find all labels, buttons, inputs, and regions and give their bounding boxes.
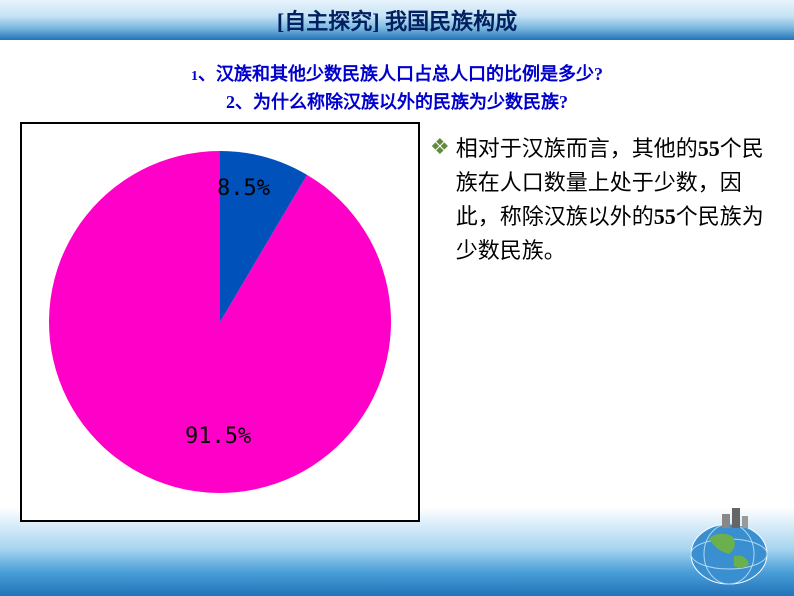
questions-block: 1、汉族和其他少数民族人口占总人口的比例是多少? 2、为什么称除汉族以外的民族为…: [0, 60, 794, 114]
bullet-icon: ❖: [430, 132, 450, 162]
q1-number: 1: [191, 69, 198, 84]
globe-icon: [674, 496, 784, 586]
page-title: [自主探究] 我国民族构成: [277, 4, 517, 36]
title-text: 我国民族构成: [385, 9, 517, 34]
pie-label-major: 91.5%: [185, 424, 251, 449]
exp-num2: 55: [654, 204, 676, 229]
pie-label-minor: 8.5%: [217, 176, 270, 201]
q1-text: 、汉族和其他少数民族人口占总人口的比例是多少?: [198, 64, 603, 84]
content-area: 8.5% 91.5% ❖ 相对于汉族而言，其他的55个民族在人口数量上处于少数，…: [0, 122, 794, 522]
exp-pre: 相对于汉族而言，其他的: [456, 136, 698, 161]
explanation-text: 相对于汉族而言，其他的55个民族在人口数量上处于少数，因此，称除汉族以外的55个…: [456, 132, 764, 268]
question-2: 2、为什么称除汉族以外的民族为少数民族?: [0, 88, 794, 114]
explanation-block: ❖ 相对于汉族而言，其他的55个民族在人口数量上处于少数，因此，称除汉族以外的5…: [420, 122, 794, 522]
title-bar: [自主探究] 我国民族构成: [0, 0, 794, 40]
exp-num1: 55: [698, 136, 720, 161]
title-label: [自主探究]: [277, 9, 380, 34]
question-1: 1、汉族和其他少数民族人口占总人口的比例是多少?: [0, 60, 794, 86]
pie-chart-container: 8.5% 91.5%: [20, 122, 420, 522]
